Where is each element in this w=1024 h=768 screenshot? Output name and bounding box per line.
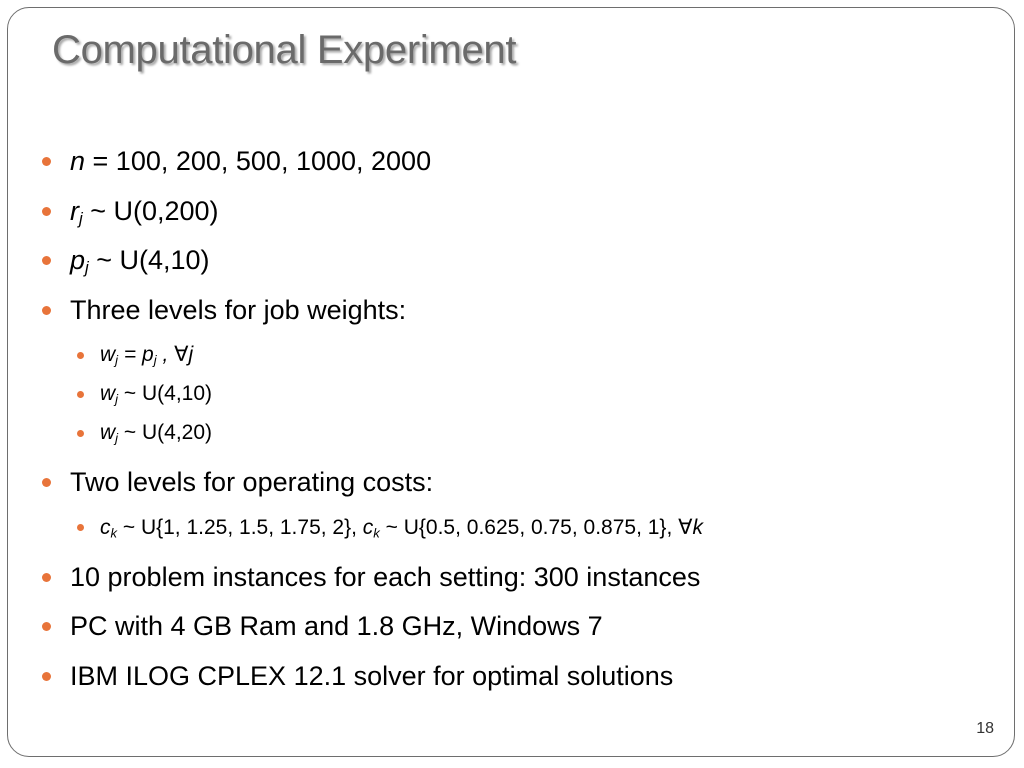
var-p: p	[142, 343, 154, 366]
sub-bullet-weight-2: wj ~ U(4,10)	[42, 379, 1002, 418]
var-w: w	[100, 421, 116, 444]
sub-j: j	[79, 208, 83, 228]
sub-j: j	[115, 391, 119, 407]
bullet-dot-icon	[42, 622, 51, 631]
var-r: r	[70, 195, 79, 226]
bullet-processing-times: pj ~ U(4,10)	[42, 241, 1002, 291]
var-c: c	[100, 515, 111, 539]
bullet-dot-icon	[42, 478, 51, 487]
slide-title: Computational Experiment	[52, 28, 517, 72]
forall-j: , ∀j	[156, 343, 194, 366]
bullet-solver: IBM ILOG CPLEX 12.1 solver for optimal s…	[42, 657, 1002, 707]
bullet-list: n = 100, 200, 500, 1000, 2000 rj ~ U(0,2…	[42, 142, 1002, 706]
bullet-dot-icon	[77, 524, 84, 531]
weight-2-text: ~ U(4,10)	[118, 382, 213, 405]
pc-specs-text: PC with 4 GB Ram and 1.8 GHz, Windows 7	[70, 611, 603, 641]
release-times-text: ~ U(0,200)	[82, 195, 219, 226]
bullet-dot-icon	[42, 305, 51, 315]
weight-3-text: ~ U(4,20)	[118, 421, 213, 444]
sub-j: j	[85, 258, 89, 278]
sub-bullet-weight-3: wj ~ U(4,20)	[42, 418, 1002, 457]
costs-2-text: ~ U{0.5, 0.625, 0.75, 0.875, 1}, ∀	[379, 515, 693, 539]
job-weights-text: Three levels for job weights:	[70, 294, 407, 325]
weight-eq: =	[118, 343, 143, 366]
sub-j: j	[153, 352, 157, 368]
sub-k: k	[110, 524, 118, 540]
var-p: p	[70, 245, 86, 275]
slide-frame: Computational Experiment n = 100, 200, 5…	[7, 7, 1015, 757]
var-w: w	[100, 343, 116, 366]
bullet-job-weights: Three levels for job weights:	[42, 291, 1002, 341]
instances-text: 10 problem instances for each setting: 3…	[70, 561, 701, 592]
var-w: w	[100, 382, 116, 405]
sub-j: j	[115, 352, 119, 368]
bullet-instances: 10 problem instances for each setting: 3…	[42, 558, 1002, 608]
costs-1-text: ~ U{1, 1.25, 1.5, 1.75, 2},	[117, 515, 363, 539]
sub-bullet-costs: ck ~ U{1, 1.25, 1.5, 1.75, 2}, ck ~ U{0.…	[42, 513, 1002, 552]
bullet-n-values: n = 100, 200, 500, 1000, 2000	[42, 142, 1002, 192]
bullet-dot-icon	[77, 351, 84, 359]
bullet-release-times: rj ~ U(0,200)	[42, 192, 1002, 242]
bullet-dot-icon	[42, 206, 51, 216]
operating-costs-text: Two levels for operating costs:	[70, 467, 434, 497]
var-c: c	[362, 515, 374, 539]
bullet-dot-icon	[77, 390, 84, 398]
sub-bullet-weight-1: wj = pj , ∀j	[42, 340, 1002, 379]
solver-text: IBM ILOG CPLEX 12.1 solver for optimal s…	[70, 660, 674, 691]
slide-number: 18	[976, 720, 994, 737]
bullet-operating-costs: Two levels for operating costs:	[42, 463, 1002, 513]
n-values-text: = 100, 200, 500, 1000, 2000	[85, 146, 432, 176]
var-k: k	[692, 515, 703, 539]
bullet-dot-icon	[42, 157, 51, 166]
bullet-dot-icon	[42, 572, 51, 582]
sub-j: j	[115, 430, 119, 446]
var-n: n	[70, 146, 86, 176]
sub-k: k	[373, 524, 380, 540]
bullet-dot-icon	[42, 256, 51, 265]
bullet-pc-specs: PC with 4 GB Ram and 1.8 GHz, Windows 7	[42, 607, 1002, 657]
bullet-dot-icon	[77, 429, 84, 437]
processing-times-text: ~ U(4,10)	[88, 245, 210, 275]
bullet-dot-icon	[42, 671, 51, 681]
